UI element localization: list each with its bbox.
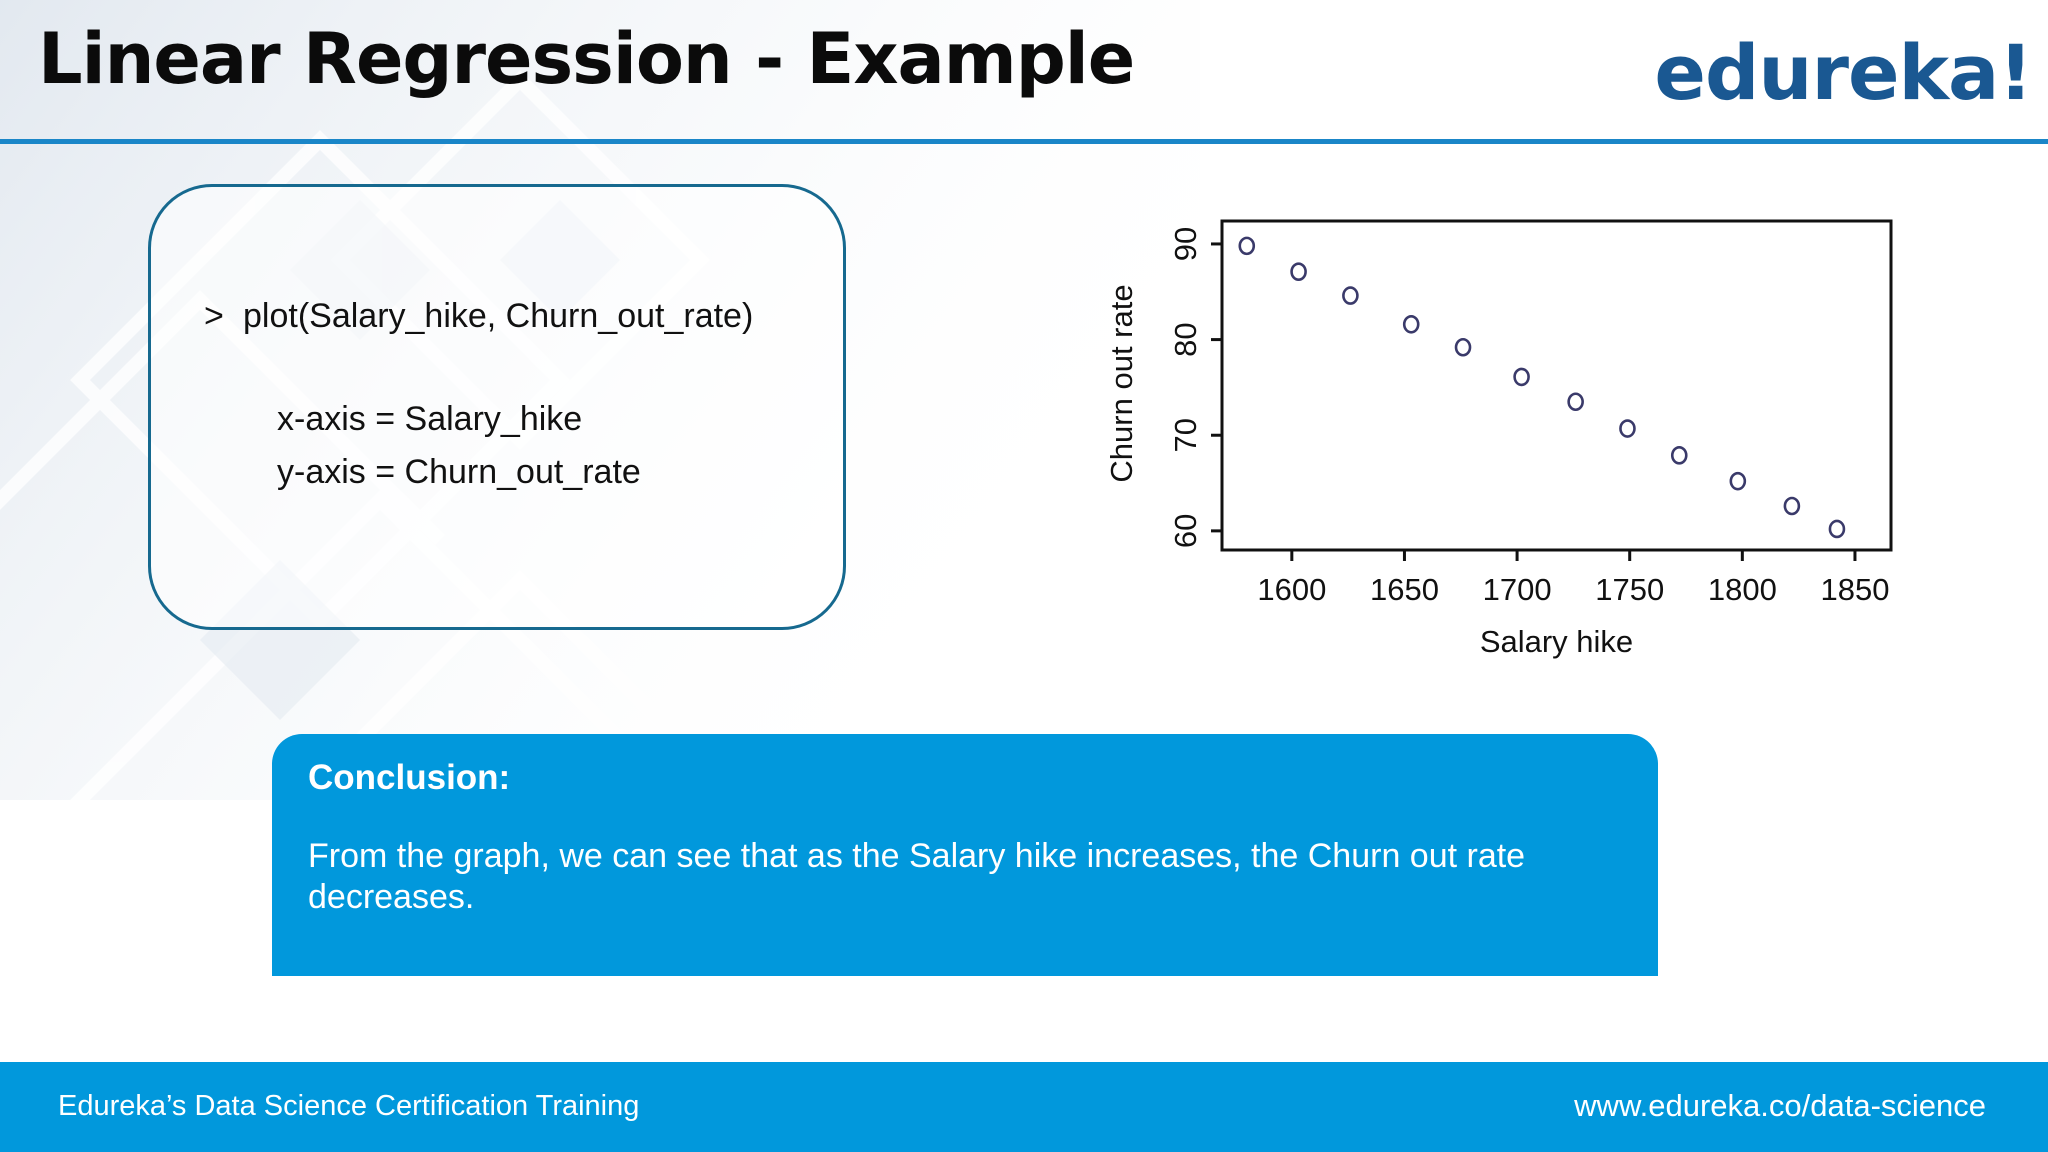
plot-frame <box>1220 219 1893 552</box>
data-point <box>1619 419 1636 438</box>
x-tick-label: 1700 <box>1483 572 1552 607</box>
x-tick-label: 1800 <box>1708 572 1777 607</box>
data-point <box>1342 286 1359 305</box>
data-point <box>1454 337 1472 357</box>
conclusion-heading: Conclusion: <box>308 758 511 797</box>
y-tick-label: 70 <box>1168 418 1203 452</box>
plot-command: plot(Salary_hike, Churn_out_rate) <box>243 297 754 335</box>
conclusion-panel: Conclusion: From the graph, we can see t… <box>272 734 1658 976</box>
data-point <box>1290 262 1307 281</box>
slide-title: Linear Regression - Example <box>38 18 1135 100</box>
footer-url[interactable]: www.edureka.co/data-science <box>1574 1088 1986 1123</box>
data-point <box>1567 392 1584 412</box>
x-tick-label: 1850 <box>1820 572 1889 607</box>
y-tick-label: 90 <box>1168 227 1203 261</box>
code-box: > plot(Salary_hike, Churn_out_rate) x-ax… <box>148 184 846 630</box>
conclusion-text: From the graph, we can see that as the S… <box>308 837 1526 916</box>
footer-bar: Edureka’s Data Science Certification Tra… <box>0 1062 2048 1152</box>
data-point <box>1513 367 1530 387</box>
title-divider <box>0 139 2048 144</box>
data-point <box>1783 496 1801 516</box>
data-point <box>1238 236 1256 256</box>
data-point <box>1670 446 1688 465</box>
x-tick-label: 1600 <box>1257 572 1326 607</box>
footer-course-name: Edureka’s Data Science Certification Tra… <box>58 1090 640 1122</box>
scatter-chart: 1600 1650 1700 1750 1800 1850 60 70 80 90 Salary h… <box>1100 200 1900 670</box>
edureka-logo: edureka! <box>1654 28 2033 117</box>
y-tick-label: 60 <box>1168 514 1203 548</box>
y-tick-label: 80 <box>1168 322 1203 356</box>
prompt-symbol: > <box>204 297 224 335</box>
x-tick-label: 1750 <box>1595 572 1664 607</box>
y-axis-label: Churn out rate <box>1104 284 1139 482</box>
y-axis-note: y-axis = Churn_out_rate <box>277 453 641 491</box>
x-axis-note: x-axis = Salary_hike <box>277 400 583 438</box>
scatter-plot-svg: 1600 1650 1700 1750 1800 1850 60 70 80 90 Salary h… <box>1104 219 1893 659</box>
data-point <box>1729 471 1747 491</box>
x-axis-label: Salary hike <box>1480 624 1633 659</box>
data-point <box>1828 519 1846 539</box>
data-point <box>1402 314 1420 334</box>
x-tick-label: 1650 <box>1370 572 1439 607</box>
